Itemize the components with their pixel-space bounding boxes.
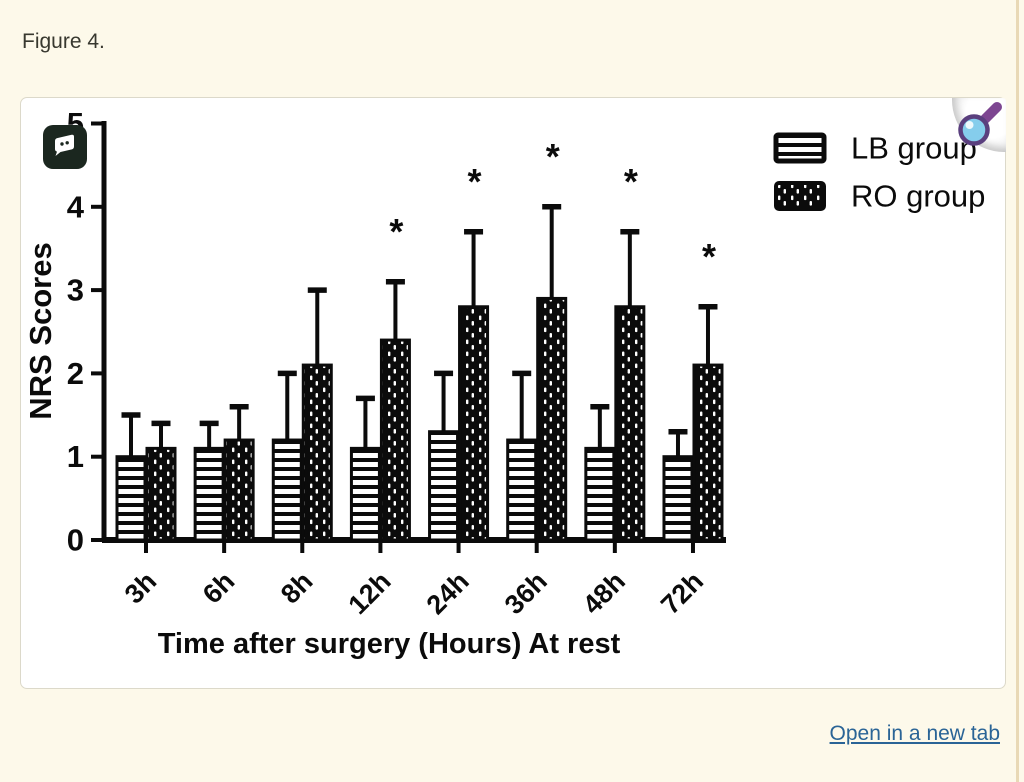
significance-asterisk-36h: * — [546, 136, 560, 177]
y-tick-label: 3 — [67, 273, 84, 308]
open-in-new-tab-link[interactable]: Open in a new tab — [829, 722, 1000, 745]
bar-lb-36h — [506, 438, 538, 542]
bar-ro-8h — [301, 363, 333, 542]
x-tick-label: 48h — [577, 566, 631, 620]
bar-lb-24h — [428, 430, 460, 542]
bar-lb-12h — [349, 446, 381, 542]
bar-lb-72h — [662, 455, 694, 542]
bar-ro-36h — [536, 296, 568, 542]
comment-button[interactable] — [43, 125, 87, 169]
y-tick-label: 2 — [67, 356, 84, 391]
bar-ro-12h — [379, 338, 411, 542]
bar-lb-48h — [584, 446, 616, 542]
x-tick-label: 8h — [275, 566, 318, 609]
bar-ro-3h — [145, 446, 177, 542]
x-tick-label: 24h — [421, 566, 475, 620]
magnifier-icon — [958, 102, 1002, 146]
bar-ro-6h — [223, 438, 255, 542]
bar-ro-24h — [458, 305, 490, 542]
x-axis-title: Time after surgery (Hours) At rest — [158, 628, 621, 660]
x-tick-label: 6h — [197, 566, 240, 609]
y-tick-label: 4 — [67, 189, 85, 224]
comment-icon — [55, 134, 74, 156]
figure-title: Figure 4. — [22, 30, 105, 53]
bar-lb-3h — [115, 455, 147, 542]
bar-ro-48h — [614, 305, 646, 542]
x-tick-label: 12h — [343, 566, 397, 620]
legend-swatch-lb — [773, 132, 827, 164]
significance-asterisk-24h: * — [468, 161, 482, 202]
x-tick-label: 36h — [499, 566, 553, 620]
legend-label-lb: LB group — [851, 131, 977, 166]
significance-asterisk-72h: * — [702, 236, 716, 277]
x-tick-label: 3h — [119, 566, 162, 609]
y-tick-label: 1 — [67, 439, 84, 474]
legend-label-ro: RO group — [851, 179, 985, 214]
zoom-figure-button[interactable] — [952, 98, 1006, 152]
bar-lb-8h — [271, 438, 303, 542]
figure-card: 0 1 2 3 4 5 NRS Scores 3h 6h 8h 12h 24h 36h 48h 72h Tim… — [20, 97, 1006, 689]
significance-asterisk-48h: * — [624, 161, 638, 202]
significance-asterisk-12h: * — [389, 211, 403, 252]
bar-lb-6h — [193, 446, 225, 542]
legend-swatch-ro — [774, 181, 826, 211]
x-tick-label: 72h — [655, 566, 709, 620]
y-axis-title: NRS Scores — [23, 242, 58, 419]
panel-divider — [1016, 0, 1019, 782]
y-tick-label: 0 — [67, 523, 84, 558]
bar-ro-72h — [692, 363, 724, 542]
